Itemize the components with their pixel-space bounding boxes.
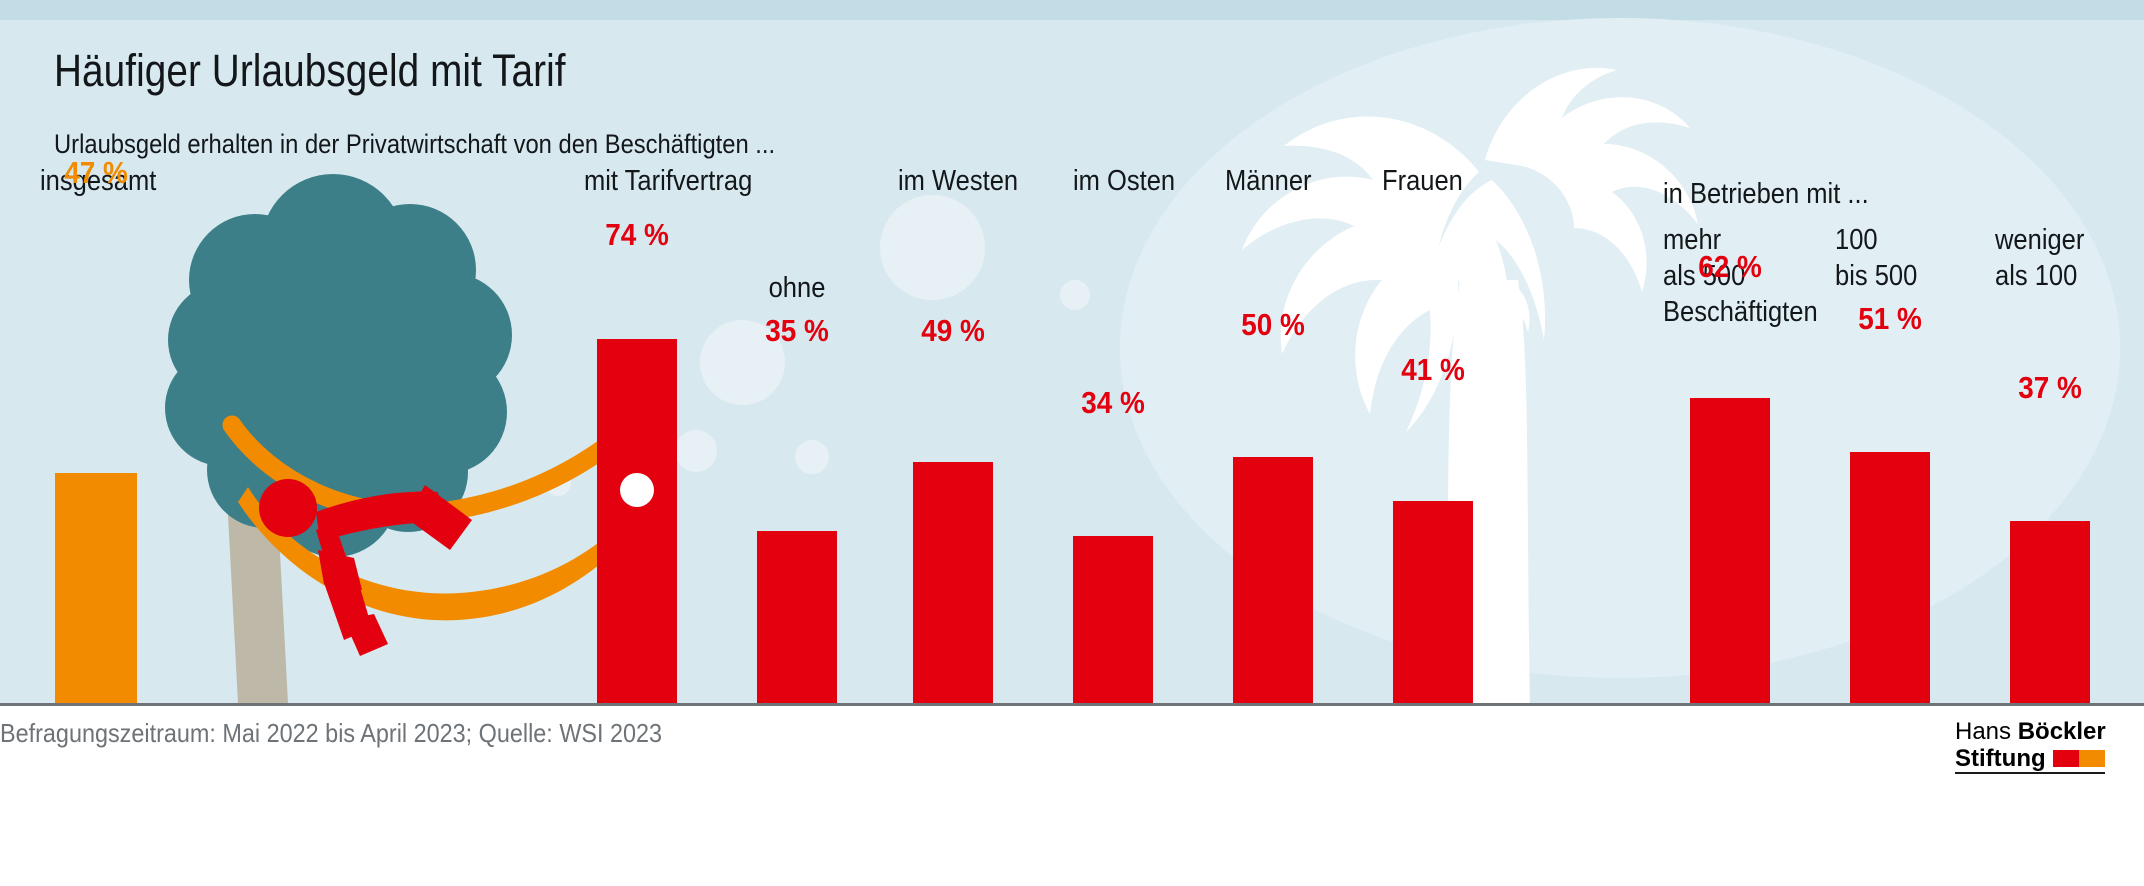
bar-rect — [597, 339, 677, 703]
axis-baseline — [0, 703, 2144, 706]
page-subtitle: Urlaubsgeld erhalten in der Privatwirtsc… — [54, 129, 776, 159]
decor-bubble — [795, 440, 829, 474]
bar-value-im-westen: 49 % — [921, 313, 985, 348]
bar-value-mit-tarifvertrag: 74 % — [605, 217, 669, 252]
logo-boeckler: Böckler — [2017, 718, 2106, 745]
top-strip — [0, 0, 2144, 20]
logo-line-1: Hans Böckler — [1955, 718, 2106, 745]
category-label-im-osten: im Osten — [1073, 165, 1176, 197]
logo-hans: Hans — [1955, 718, 2018, 745]
logo-line-2: Stiftung — [1955, 745, 2105, 772]
bar-value-frauen: 41 % — [1401, 352, 1465, 387]
bar-sublabel-ohne: ohne — [768, 272, 826, 304]
source-note: Befragungszeitraum: Mai 2022 bis April 2… — [0, 718, 663, 748]
category-label-mehr-als-500: mehr als 500 Beschäftigten — [1663, 224, 1818, 328]
category-label-maenner: Männer — [1225, 165, 1312, 197]
category-label-frauen: Frauen — [1382, 165, 1463, 197]
bar-rect — [1393, 501, 1473, 703]
bar-mit-tarifvertrag[interactable]: 74 % — [597, 196, 677, 703]
category-label-weniger-als-100: weniger als 100 — [1995, 224, 2085, 292]
bar-rect — [55, 473, 137, 703]
bar-dot-marker — [620, 473, 654, 507]
bar-im-osten[interactable]: 34 % — [1073, 196, 1153, 703]
logo-stiftung: Stiftung — [1955, 745, 2046, 772]
group-heading: in Betrieben mit ... — [1663, 178, 1869, 210]
bar-value-insgesamt: 47 % — [64, 155, 128, 190]
bar-frauen[interactable]: 41 % — [1393, 196, 1473, 703]
decor-bubble — [880, 195, 985, 300]
category-label-mit-tarifvertrag: mit Tarifvertrag — [584, 165, 753, 197]
tree-illustration — [165, 174, 630, 703]
category-label-insgesamt: insgesamt — [40, 165, 157, 197]
bar-ohne[interactable]: ohne 35 % — [757, 196, 837, 703]
bar-rect — [2010, 521, 2090, 703]
bar-rect — [1850, 452, 1930, 703]
bar-weniger-als-100[interactable]: 37 % — [2010, 196, 2090, 703]
bar-mehr-als-500[interactable]: 62 % — [1690, 196, 1770, 703]
bar-value-maenner: 50 % — [1241, 307, 1305, 342]
bar-value-mehr-als-500: 62 % — [1698, 249, 1762, 284]
bar-rect — [913, 462, 993, 703]
logo-color-swatch — [2052, 750, 2105, 767]
bar-rect — [757, 531, 837, 703]
bar-100-bis-500[interactable]: 51 % — [1850, 196, 1930, 703]
page-title: Häufiger Urlaubsgeld mit Tarif — [54, 45, 566, 96]
bar-im-westen[interactable]: 49 % — [913, 196, 993, 703]
bar-insgesamt[interactable]: 47 % — [55, 155, 137, 703]
chart-panel: Häufiger Urlaubsgeld mit Tarif Urlaubsge… — [0, 0, 2144, 703]
bar-maenner[interactable]: 50 % — [1233, 196, 1313, 703]
decor-bubble — [700, 320, 785, 405]
person-resting-illustration — [259, 479, 472, 656]
decor-bubble — [1060, 280, 1090, 310]
bar-value-100-bis-500: 51 % — [1858, 301, 1922, 336]
logo-underline — [1955, 772, 2105, 774]
hans-boeckler-stiftung-logo: Hans Böckler Stiftung — [1955, 718, 2106, 772]
palm-silhouette — [1242, 67, 1698, 703]
decor-bubble — [675, 430, 717, 472]
category-label-100-bis-500: 100 bis 500 — [1835, 224, 1918, 292]
bar-rect — [1233, 457, 1313, 703]
category-label-im-westen: im Westen — [898, 165, 1019, 197]
bar-value-im-osten: 34 % — [1081, 385, 1145, 420]
bar-value-weniger-als-100: 37 % — [2018, 370, 2082, 405]
bar-rect — [1690, 398, 1770, 703]
bar-value-ohne: 35 % — [765, 313, 829, 348]
bar-rect — [1073, 536, 1153, 703]
